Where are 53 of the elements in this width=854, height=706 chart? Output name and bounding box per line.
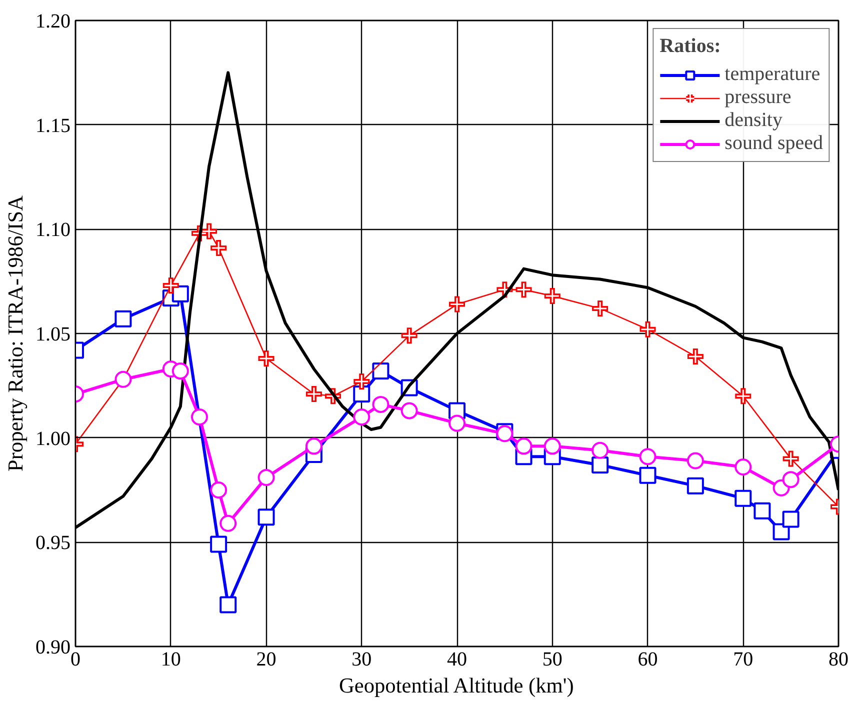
point [353, 408, 370, 426]
point [515, 438, 532, 455]
point [190, 408, 208, 426]
point [592, 442, 609, 459]
x-tick-label: 30 [352, 648, 372, 670]
point [639, 466, 656, 484]
x-axis-title: Geopotential Altitude (km') [338, 674, 574, 698]
legend-label: pressure [724, 86, 792, 109]
point [782, 471, 800, 488]
x-tick-label: 0 [70, 648, 80, 670]
point [372, 362, 390, 380]
x-tick-label: 70 [733, 648, 754, 670]
point [734, 490, 752, 507]
legend-label: sound speed [724, 132, 823, 155]
point [114, 310, 132, 328]
legend-label: density [724, 109, 782, 132]
point [592, 456, 609, 474]
point [686, 477, 704, 494]
y-axis-title: Property Ratio: ITRA-1986/ISA [4, 194, 28, 472]
point [172, 285, 189, 302]
y-tick-label: 0.90 [36, 636, 70, 658]
x-tick-label: 10 [160, 648, 181, 670]
point [220, 596, 237, 614]
x-tick-label: 80 [828, 648, 848, 670]
point [754, 502, 771, 520]
point [372, 396, 390, 413]
point [220, 514, 237, 532]
y-tick-label: 1.05 [36, 324, 70, 346]
point [686, 452, 704, 470]
y-tick-label: 0.95 [36, 532, 70, 554]
x-tick-label: 50 [542, 648, 562, 670]
x-tick-label: 60 [638, 648, 658, 670]
point [734, 458, 752, 476]
point [639, 448, 656, 466]
point [782, 510, 800, 528]
point [210, 536, 228, 553]
y-tick-label: 1.00 [36, 428, 70, 450]
point [210, 482, 228, 498]
point [400, 402, 418, 420]
point [305, 438, 322, 455]
y-tick-label: 1.20 [36, 10, 70, 32]
point [258, 508, 275, 526]
y-tick-label: 1.10 [36, 219, 70, 242]
point [353, 386, 370, 403]
x-tick-label: 20 [256, 648, 276, 670]
x-tick-label: 40 [447, 648, 467, 670]
point [172, 362, 189, 380]
point [258, 468, 275, 486]
legend-title: Ratios: [660, 35, 722, 58]
point [448, 414, 466, 432]
legend-label: temperature [724, 63, 820, 86]
point [544, 438, 561, 455]
y-tick-label: 1.15 [36, 114, 70, 137]
